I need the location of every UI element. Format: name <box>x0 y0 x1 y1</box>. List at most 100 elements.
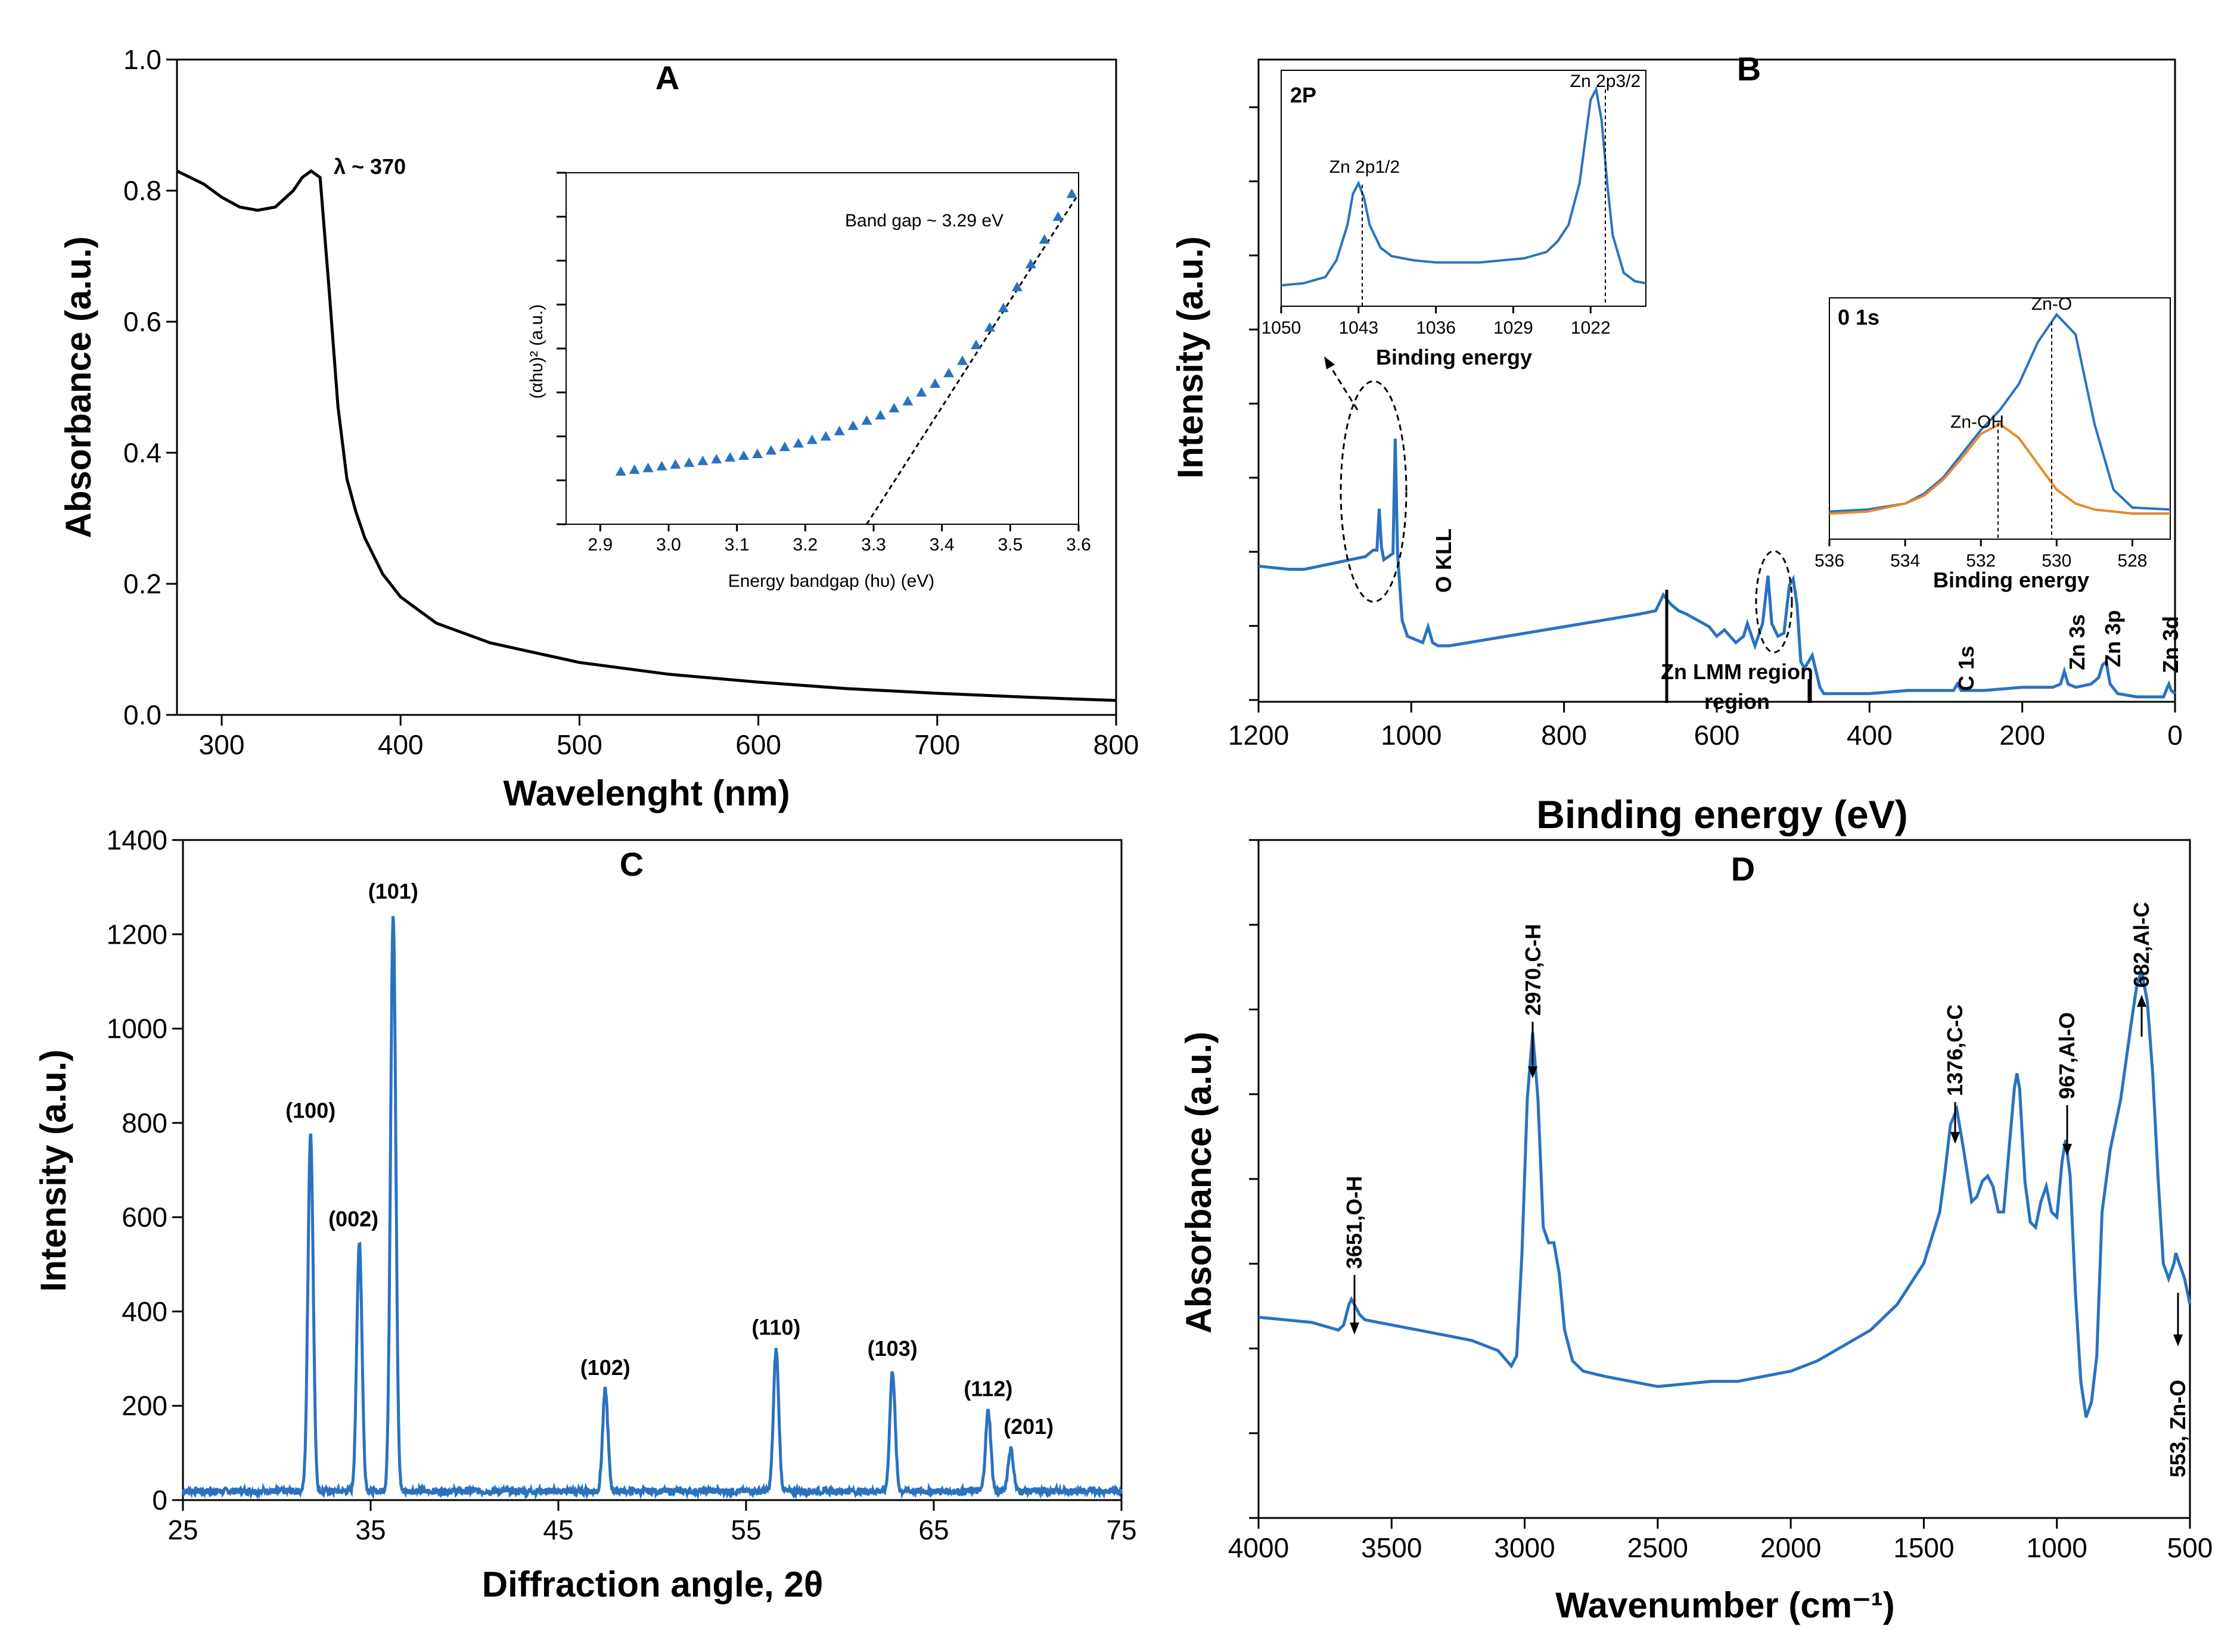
panel-c-peak-label-5: (103) <box>868 1336 918 1361</box>
panel-b-label-zn3p: Zn 3p <box>2101 610 2125 667</box>
panel-b-inset-2p-x-tick-label-0: 1050 <box>1262 318 1301 338</box>
panel-d-frame <box>1257 839 2191 1519</box>
panel-b: 1200 1000 800 600 400 200 0 B Binding energy (… <box>1170 50 2183 836</box>
panel-a-inset-x-tick-label-3: 3.2 <box>793 535 818 555</box>
panel-d-x-tick-label-5: 1500 <box>1893 1532 1954 1563</box>
panel-a-inset-point <box>957 355 968 365</box>
panel-a-y-tick-label-2: 0.4 <box>123 437 161 468</box>
panel-c-x-axis-label: Diffraction angle, 2θ <box>482 1564 824 1604</box>
panel-a-inset-point <box>943 368 955 378</box>
panel-a-y-tick-label-0: 0.0 <box>123 699 161 730</box>
panel-a-inset-x-tick-label-7: 3.6 <box>1066 535 1091 555</box>
panel-b-inset-o1s-peak-2: Zn-O <box>2031 294 2072 314</box>
panel-d-x-tick-label-7: 500 <box>2167 1532 2213 1563</box>
panel-c-x-tick-label-4: 65 <box>918 1514 949 1545</box>
panel-a-inset-annotation: Band gap ~ 3.29 eV <box>845 211 1003 231</box>
panel-b-inset-2p-frame <box>1281 70 1646 307</box>
panel-b-inset-o1s-x-label: Binding energy <box>1933 568 2089 592</box>
panel-b-y-axis-label: Intensity (a.u.) <box>1170 237 1210 479</box>
panel-b-inset-o1s-x-ticks: 536 534 532 530 528 <box>1815 539 2147 571</box>
panel-d-y-axis-label: Absorbance (a.u.) <box>1179 1032 1219 1334</box>
svg-text:2970,C-H: 2970,C-H <box>1521 924 1545 1016</box>
panel-a-inset-x-label: Energy bandgap (hυ) (eV) <box>728 571 935 591</box>
panel-a-inset-point <box>629 464 640 474</box>
panel-b-inset-2p-curve <box>1281 85 1646 287</box>
panel-b-inset-2p-x-tick-label-3: 1029 <box>1493 318 1533 338</box>
panel-c-y-tick-label-5: 1000 <box>107 1013 167 1044</box>
panel-b-label-c1s: C 1s <box>1954 646 1978 691</box>
panel-a-y-tick-label-1: 0.2 <box>123 568 161 599</box>
panel-a-x-tick-label-2: 500 <box>557 729 602 760</box>
panel-a-inset-point <box>875 410 886 420</box>
panel-c-x-ticks: 25 35 45 55 65 75 <box>167 1500 1137 1545</box>
panel-b-inset-o1s-frame <box>1829 297 2171 540</box>
panel-a-inset-point <box>670 459 681 469</box>
panel-a-inset-points <box>615 188 1077 476</box>
panel-a-inset-point <box>711 453 722 463</box>
panel-a-inset-point <box>888 403 900 413</box>
panel-c-peak-label-3: (102) <box>580 1355 630 1380</box>
panel-a-inset-point <box>1066 188 1077 198</box>
panel-a-inset-point <box>725 452 736 462</box>
panel-a-inset-point <box>766 445 776 455</box>
panel-a-inset-point <box>984 322 995 332</box>
panel-b-x-tick-label-1: 1000 <box>1381 720 1441 751</box>
panel-a-inset-point <box>971 340 981 350</box>
panel-a-inset-point <box>683 457 695 467</box>
panel-b-inset-o1s-title: 0 1s <box>1838 305 1879 329</box>
panel-b-x-axis-label: Binding energy (eV) <box>1536 792 1907 836</box>
panel-a-inset-x-tick-label-2: 3.1 <box>725 535 750 555</box>
panel-a-x-tick-label-5: 800 <box>1093 729 1139 760</box>
panel-a-inset-point <box>861 415 872 425</box>
panel-d-x-tick-label-1: 3500 <box>1361 1532 1422 1563</box>
panel-a: 0.00.20.40.60.81.0 300 400 500 600 700 800 A … <box>58 44 1139 813</box>
panel-d-annotation-zno: 553, Zn-O <box>2165 1293 2190 1477</box>
panel-a-inset-point <box>806 434 818 444</box>
panel-a-inset-point <box>930 378 941 388</box>
panel-b-x-tick-label-0: 1200 <box>1228 720 1289 751</box>
panel-a-x-ticks: 300 400 500 600 700 800 <box>199 715 1139 760</box>
panel-d: 4000 3500 3000 2500 2000 1500 1000 500 D Wavenu… <box>1179 839 2213 1625</box>
panel-d-annotation-alo: 967,Al-O <box>2055 1012 2079 1156</box>
panel-c-peak-label-4: (110) <box>751 1315 800 1340</box>
panel-a-inset-point <box>1011 281 1023 291</box>
panel-c: 0 200 400 600 800 1000 1200 1400 25 35 45 55 65 75 (… <box>33 825 1137 1604</box>
panel-d-x-tick-label-0: 4000 <box>1228 1532 1289 1563</box>
svg-text:682,Al-C: 682,Al-C <box>2129 902 2154 988</box>
panel-c-y-tick-label-0: 0 <box>152 1485 167 1516</box>
panel-d-x-tick-label-6: 1000 <box>2027 1532 2087 1563</box>
svg-text:553, Zn-O: 553, Zn-O <box>2165 1380 2190 1477</box>
panel-b-x-tick-label-4: 400 <box>1847 720 1893 751</box>
panel-b-inset-2p-x-tick-label-2: 1036 <box>1416 318 1456 338</box>
panel-a-inset-point <box>1039 234 1050 244</box>
panel-d-annotation-ch: 2970,C-H <box>1521 924 1545 1078</box>
panel-b-label-zn3s: Zn 3s <box>2065 614 2089 670</box>
panel-c-y-tick-label-3: 600 <box>122 1202 167 1233</box>
panel-b-o1s-highlight <box>1755 550 1793 654</box>
panel-b-pointer-arrowhead <box>1324 356 1335 369</box>
panel-b-label-zn-lmm: Zn LMM region <box>1661 659 1813 684</box>
panel-a-label: A <box>655 59 679 97</box>
panel-d-x-axis-label: Wavenumber (cm⁻¹) <box>1555 1585 1895 1625</box>
panel-c-x-tick-label-1: 35 <box>355 1514 386 1545</box>
panel-a-inset-x-tick-label-4: 3.3 <box>861 535 886 555</box>
panel-a-inset-point <box>1052 211 1064 221</box>
panel-a-inset-x-tick-label-0: 2.9 <box>588 535 613 555</box>
panel-b-x-tick-label-2: 800 <box>1541 720 1587 751</box>
panel-a-inset-point <box>656 461 667 471</box>
panel-a-inset-point <box>1025 259 1036 269</box>
panel-a-x-tick-label-3: 600 <box>735 729 781 760</box>
panel-b-inset-2p-x-tick-label-4: 1022 <box>1571 318 1611 338</box>
panel-b-inset-o1s-x-tick-label-1: 534 <box>1890 551 1920 571</box>
panel-a-x-tick-label-1: 400 <box>378 729 424 760</box>
panel-d-annotation-oh: 3651,O-H <box>1342 1176 1366 1334</box>
panel-c-x-tick-label-0: 25 <box>167 1514 198 1545</box>
panel-d-annotation-alc: 682,Al-C <box>2129 902 2154 1037</box>
panel-b-inset-2p-peak-1: Zn 2p1/2 <box>1329 157 1400 177</box>
panel-b-y-ticks <box>1249 106 1259 701</box>
panel-a-absorbance-curve <box>176 169 1117 702</box>
panel-b-inset-o1s-x-tick-label-4: 528 <box>2117 551 2147 571</box>
panel-c-y-tick-label-1: 200 <box>122 1390 167 1421</box>
panel-b-xps-survey-curve <box>1258 438 2176 699</box>
